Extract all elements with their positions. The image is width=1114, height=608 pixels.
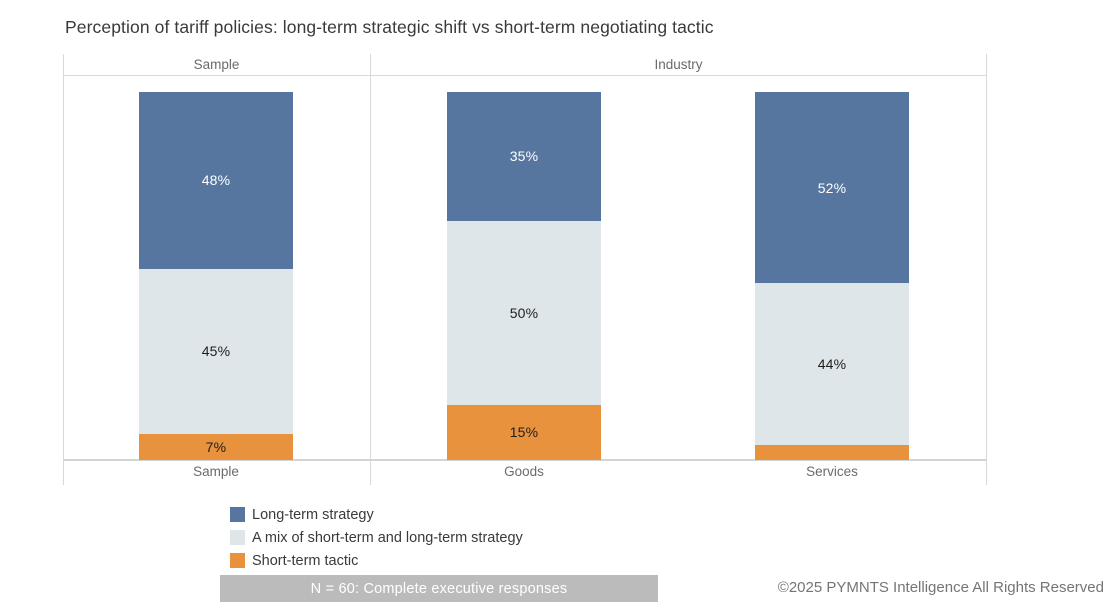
panel-header-industry: Industry [654,57,703,72]
segment-value-label: 50% [509,304,539,321]
sample-size-text: N = 60: Complete executive responses [310,580,568,597]
chart-right-border [986,54,987,485]
chart-legend: Long-term strategy A mix of short-term a… [230,503,523,572]
legend-label-long-term: Long-term strategy [252,506,374,523]
legend-item-mix: A mix of short-term and long-term strate… [230,526,523,549]
chart-left-border [63,54,64,485]
category-label-sample: Sample [193,464,239,479]
axis-label-band: Sample Goods Services [63,461,987,485]
stacked-bar-sample: 48% 45% 7% [139,92,293,460]
sample-size-banner: N = 60: Complete executive responses [220,575,658,602]
segment-value-label: 44% [817,356,847,373]
stacked-bar-chart: Sample Industry 48% 45% 7% 35% 50% 15% 52% 44% … [63,54,987,485]
segment-goods-short-term-tactic: 15% [447,404,601,460]
segment-goods-a-mix-of-short-term-and-long-term-strategy: 50% [447,220,601,405]
legend-item-long-term: Long-term strategy [230,503,523,526]
stacked-bar-services: 52% 44% [755,92,909,460]
segment-services-a-mix-of-short-term-and-long-term-strategy: 44% [755,283,909,446]
segment-value-label: 45% [201,343,231,360]
legend-swatch-short-term [230,553,245,568]
legend-label-short-term: Short-term tactic [252,552,359,569]
panel-divider [370,54,371,485]
segment-value-label: 48% [201,172,231,189]
panel-header-band: Sample Industry [63,54,987,76]
stacked-bar-goods: 35% 50% 15% [447,92,601,460]
segment-value-label: 15% [509,424,539,441]
x-axis-line [63,459,987,461]
legend-item-short-term: Short-term tactic [230,549,523,572]
segment-value-label: 7% [205,439,227,456]
segment-goods-long-term-strategy: 35% [447,92,601,221]
segment-value-label: 52% [817,179,847,196]
category-label-services: Services [806,464,858,479]
legend-swatch-long-term [230,507,245,522]
copyright-text: ©2025 PYMNTS Intelligence All Rights Res… [777,579,1104,596]
legend-swatch-mix [230,530,245,545]
legend-label-mix: A mix of short-term and long-term strate… [252,529,523,546]
segment-value-label: 35% [509,148,539,165]
segment-sample-long-term-strategy: 48% [139,92,293,269]
category-label-goods: Goods [504,464,544,479]
plot-area: 48% 45% 7% 35% 50% 15% 52% 44% [63,76,987,461]
segment-services-short-term-tactic [755,445,909,460]
segment-services-long-term-strategy: 52% [755,92,909,284]
segment-sample-short-term-tactic: 7% [139,434,293,460]
panel-header-sample: Sample [193,57,240,72]
chart-title: Perception of tariff policies: long-term… [65,17,714,37]
segment-sample-a-mix-of-short-term-and-long-term-strategy: 45% [139,268,293,435]
